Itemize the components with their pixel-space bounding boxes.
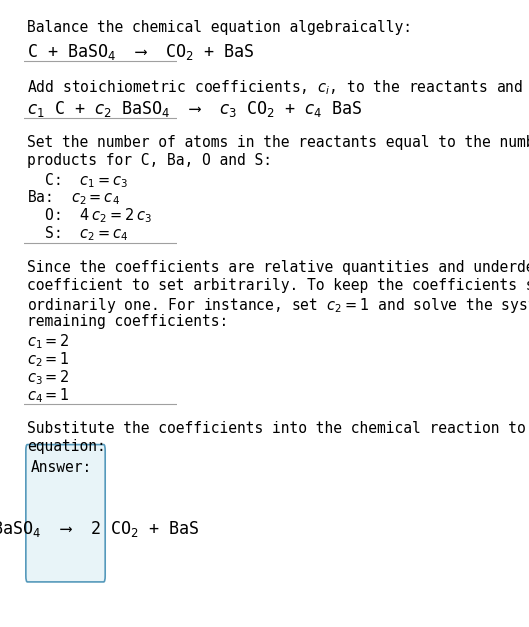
Text: Set the number of atoms in the reactants equal to the number of atoms in the: Set the number of atoms in the reactants… (28, 135, 529, 150)
Text: $c_1 = 2$: $c_1 = 2$ (28, 332, 70, 351)
Text: Since the coefficients are relative quantities and underdetermined, choose a: Since the coefficients are relative quan… (28, 260, 529, 275)
Text: $c_3 = 2$: $c_3 = 2$ (28, 369, 70, 387)
Text: remaining coefficients:: remaining coefficients: (28, 314, 229, 329)
Text: equation:: equation: (28, 439, 106, 454)
Text: Substitute the coefficients into the chemical reaction to obtain the balanced: Substitute the coefficients into the che… (28, 421, 529, 436)
Text: S:  $c_2 = c_4$: S: $c_2 = c_4$ (28, 224, 129, 243)
FancyBboxPatch shape (26, 445, 105, 582)
Text: 2 C + BaSO$_4$  ⟶  2 CO$_2$ + BaS: 2 C + BaSO$_4$ ⟶ 2 CO$_2$ + BaS (0, 519, 199, 539)
Text: Balance the chemical equation algebraically:: Balance the chemical equation algebraica… (28, 20, 413, 35)
Text: O:  $4\,c_2 = 2\,c_3$: O: $4\,c_2 = 2\,c_3$ (28, 207, 152, 226)
Text: Ba:  $c_2 = c_4$: Ba: $c_2 = c_4$ (28, 189, 120, 208)
Text: $c_4 = 1$: $c_4 = 1$ (28, 386, 70, 405)
Text: C + BaSO$_4$  ⟶  CO$_2$ + BaS: C + BaSO$_4$ ⟶ CO$_2$ + BaS (28, 42, 254, 62)
Text: $c_1$ C + $c_2$ BaSO$_4$  ⟶  $c_3$ CO$_2$ + $c_4$ BaS: $c_1$ C + $c_2$ BaSO$_4$ ⟶ $c_3$ CO$_2$ … (28, 100, 363, 119)
Text: $c_2 = 1$: $c_2 = 1$ (28, 350, 70, 369)
Text: Add stoichiometric coefficients, $c_i$, to the reactants and products:: Add stoichiometric coefficients, $c_i$, … (28, 78, 529, 97)
Text: coefficient to set arbitrarily. To keep the coefficients small, the arbitrary va: coefficient to set arbitrarily. To keep … (28, 278, 529, 293)
Text: C:  $c_1 = c_3$: C: $c_1 = c_3$ (28, 171, 129, 190)
Text: products for C, Ba, O and S:: products for C, Ba, O and S: (28, 153, 272, 168)
Text: ordinarily one. For instance, set $c_2 = 1$ and solve the system of equations fo: ordinarily one. For instance, set $c_2 =… (28, 296, 529, 315)
Text: Answer:: Answer: (31, 460, 92, 475)
